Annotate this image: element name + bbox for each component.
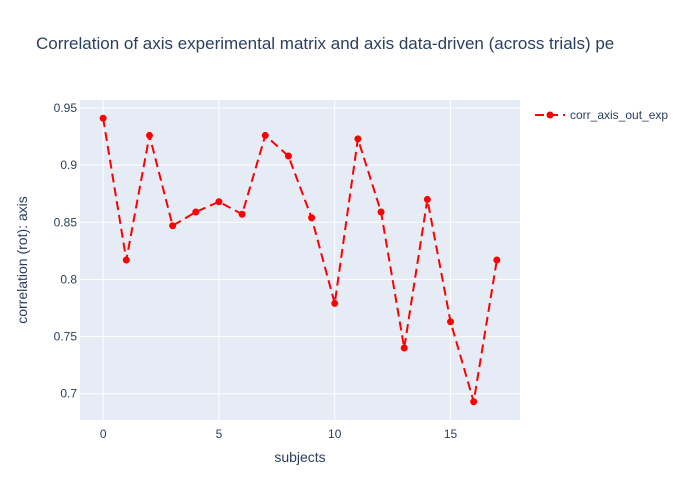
x-axis-ticks: 0 5 10 15 [100, 427, 458, 441]
data-point[interactable] [354, 135, 362, 143]
data-point[interactable] [169, 222, 177, 230]
y-tick-label: 0.95 [54, 101, 78, 115]
data-point[interactable] [331, 299, 339, 307]
y-tick-label: 0.75 [54, 330, 78, 344]
y-axis-title: correlation (rot): axis [14, 196, 30, 324]
x-tick-label: 0 [100, 427, 107, 441]
y-tick-label: 0.7 [60, 387, 77, 401]
legend-label[interactable]: corr_axis_out_exp [570, 108, 668, 122]
data-point[interactable] [192, 208, 200, 216]
chart-title: Correlation of axis experimental matrix … [36, 34, 614, 53]
y-tick-label: 0.8 [60, 272, 77, 286]
data-point[interactable] [145, 131, 153, 139]
data-point[interactable] [284, 152, 292, 160]
data-point[interactable] [308, 214, 316, 222]
grid-lines [80, 100, 520, 420]
y-axis-ticks: 0.7 0.75 0.8 0.85 0.9 0.95 [54, 101, 78, 401]
data-point[interactable] [215, 198, 223, 206]
legend[interactable]: corr_axis_out_exp [535, 108, 668, 122]
x-tick-label: 15 [444, 427, 458, 441]
x-tick-label: 5 [216, 427, 223, 441]
data-point[interactable] [261, 131, 269, 139]
legend-marker [546, 111, 554, 119]
data-point[interactable] [470, 398, 478, 406]
y-tick-label: 0.9 [60, 158, 77, 172]
series-line [102, 118, 498, 402]
x-axis-title: subjects [274, 449, 325, 465]
plot-area [80, 100, 520, 420]
data-point[interactable] [423, 195, 431, 203]
data-point[interactable] [447, 318, 455, 326]
x-tick-label: 10 [328, 427, 342, 441]
data-point[interactable] [400, 344, 408, 352]
data-point[interactable] [99, 114, 107, 122]
y-tick-label: 0.85 [54, 215, 78, 229]
data-point[interactable] [377, 208, 385, 216]
data-point[interactable] [238, 210, 246, 218]
data-point[interactable] [493, 256, 501, 264]
series-layer [99, 114, 501, 406]
data-point[interactable] [122, 256, 130, 264]
